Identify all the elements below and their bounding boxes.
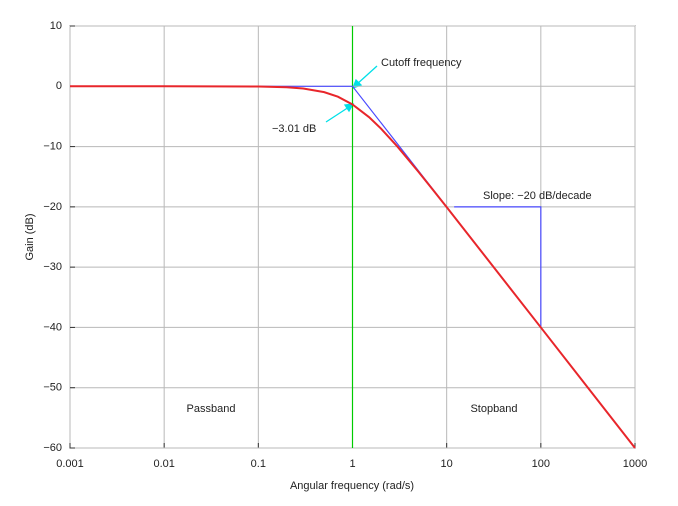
x-tick-label: 0.01 <box>153 458 174 470</box>
arrow <box>355 65 378 86</box>
x-tick-label: 0.001 <box>56 458 84 470</box>
x-axis-label: Angular frequency (rad/s) <box>290 480 414 492</box>
y-tick-label: −20 <box>43 201 62 213</box>
x-tick-label: 100 <box>532 458 550 470</box>
x-tick-label: 0.1 <box>251 458 266 470</box>
x-tick-label: 1000 <box>623 458 647 470</box>
arrow-head <box>343 103 355 113</box>
y-tick-label: 10 <box>50 20 62 32</box>
y-tick-label: −40 <box>43 321 62 333</box>
y-tick-label: −10 <box>43 140 62 152</box>
y-axis-label: Gain (dB) <box>24 213 36 260</box>
annotation: Stopband <box>470 403 517 415</box>
annotation: Slope: −20 dB/decade <box>483 190 592 202</box>
series-line <box>70 85 636 449</box>
x-tick-label: 1 <box>349 458 355 470</box>
annotation: Passband <box>187 403 236 415</box>
y-tick-label: −50 <box>43 382 62 394</box>
annotation: −3.01 dB <box>272 123 316 135</box>
y-tick-label: −60 <box>43 442 62 454</box>
y-tick-label: −30 <box>43 261 62 273</box>
series-line <box>454 206 542 328</box>
x-tick-label: 10 <box>441 458 453 470</box>
annotation: Cutoff frequency <box>381 57 462 69</box>
annotation-arrows <box>325 65 378 123</box>
arrow <box>325 106 350 123</box>
y-tick-label: 0 <box>56 80 62 92</box>
